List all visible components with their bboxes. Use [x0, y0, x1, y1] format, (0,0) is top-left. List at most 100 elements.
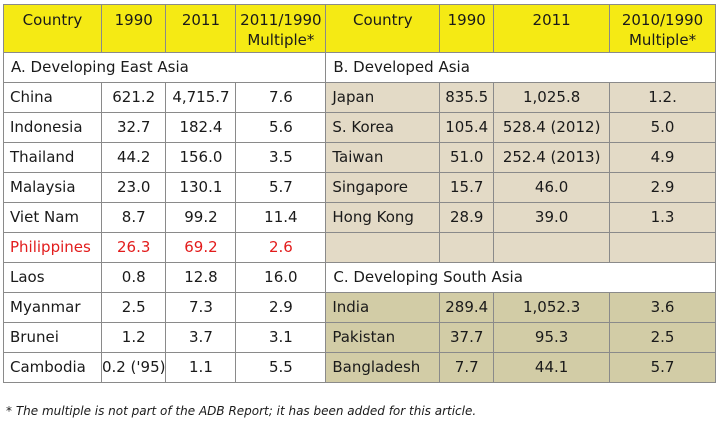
east-asia-1990: 1.2 — [100, 322, 167, 353]
south-asia-1990: 37.7 — [439, 322, 495, 353]
east-asia-multiple: 5.7 — [235, 172, 327, 203]
header-multiple-left: 2011/1990 Multiple* — [235, 4, 327, 53]
developed-asia-multiple: 1.2. — [609, 82, 716, 113]
east-asia-multiple: 11.4 — [235, 202, 327, 233]
south-asia-country: Bangladesh — [325, 352, 441, 383]
gdp-comparison-table: Country 1990 2011 2011/1990 Multiple* Cou… — [2, 4, 716, 383]
developed-asia-2011: 46.0 — [493, 172, 611, 203]
table-row: Laos 0.8 12.8 16.0 C. Developing South Asia — [3, 262, 716, 293]
developed-asia-empty-cell — [439, 232, 495, 263]
south-asia-multiple: 5.7 — [609, 352, 716, 383]
developed-asia-empty-cell — [493, 232, 611, 263]
east-asia-1990: 23.0 — [100, 172, 167, 203]
developed-asia-2011: 39.0 — [493, 202, 611, 233]
header-multiple-left-line1: 2011/1990 — [240, 11, 322, 29]
table-row: Myanmar 2.5 7.3 2.9 India 289.4 1,052.3 3.6 — [3, 292, 716, 323]
east-asia-1990: 44.2 — [100, 142, 167, 173]
east-asia-country: Laos — [3, 262, 102, 293]
south-asia-1990: 7.7 — [439, 352, 495, 383]
east-asia-country: Philippines — [3, 232, 102, 263]
header-multiple-left-line2: Multiple* — [247, 31, 315, 49]
header-country-left: Country — [3, 4, 102, 53]
developed-asia-1990: 835.5 — [439, 82, 495, 113]
east-asia-country: Malaysia — [3, 172, 102, 203]
south-asia-country: India — [325, 292, 441, 323]
east-asia-country: China — [3, 82, 102, 113]
east-asia-multiple: 3.1 — [235, 322, 327, 353]
developed-asia-country: Singapore — [325, 172, 441, 203]
south-asia-country: Pakistan — [325, 322, 441, 353]
developed-asia-multiple: 5.0 — [609, 112, 716, 143]
section-c-title: C. Developing South Asia — [325, 262, 716, 293]
east-asia-1990: 2.5 — [100, 292, 167, 323]
east-asia-2011: 99.2 — [165, 202, 237, 233]
east-asia-multiple: 16.0 — [235, 262, 327, 293]
east-asia-country: Viet Nam — [3, 202, 102, 233]
east-asia-multiple: 3.5 — [235, 142, 327, 173]
east-asia-1990: 0.2 ('95) — [100, 352, 167, 383]
east-asia-2011: 4,715.7 — [165, 82, 237, 113]
developed-asia-2011: 252.4 (2013) — [493, 142, 611, 173]
east-asia-multiple: 7.6 — [235, 82, 327, 113]
south-asia-2011: 95.3 — [493, 322, 611, 353]
east-asia-1990: 621.2 — [100, 82, 167, 113]
footnote: * The multiple is not part of the ADB Re… — [6, 404, 477, 418]
developed-asia-multiple: 1.3 — [609, 202, 716, 233]
east-asia-2011: 7.3 — [165, 292, 237, 323]
east-asia-1990: 32.7 — [100, 112, 167, 143]
table-row: Malaysia 23.0 130.1 5.7 Singapore 15.7 46.0 2.9 — [3, 172, 716, 203]
east-asia-2011: 12.8 — [165, 262, 237, 293]
east-asia-1990: 0.8 — [100, 262, 167, 293]
east-asia-country: Indonesia — [3, 112, 102, 143]
developed-asia-country: S. Korea — [325, 112, 441, 143]
table-row: Viet Nam 8.7 99.2 11.4 Hong Kong 28.9 39.0 1.3 — [3, 202, 716, 233]
east-asia-country: Brunei — [3, 322, 102, 353]
table-row: Philippines 26.3 69.2 2.6 — [3, 232, 716, 263]
developed-asia-1990: 15.7 — [439, 172, 495, 203]
east-asia-2011: 1.1 — [165, 352, 237, 383]
section-b-title: B. Developed Asia — [325, 52, 716, 83]
east-asia-2011: 69.2 — [165, 232, 237, 263]
developed-asia-multiple: 2.9 — [609, 172, 716, 203]
east-asia-multiple: 2.6 — [235, 232, 327, 263]
south-asia-1990: 289.4 — [439, 292, 495, 323]
header-row: Country 1990 2011 2011/1990 Multiple* Cou… — [3, 4, 716, 53]
header-2011-left: 2011 — [165, 4, 237, 53]
header-1990-right: 1990 — [439, 4, 495, 53]
developed-asia-1990: 51.0 — [439, 142, 495, 173]
table-row: China 621.2 4,715.7 7.6 Japan 835.5 1,025.8 1.2… — [3, 82, 716, 113]
east-asia-country: Cambodia — [3, 352, 102, 383]
developed-asia-country: Taiwan — [325, 142, 441, 173]
east-asia-2011: 3.7 — [165, 322, 237, 353]
table-row: Indonesia 32.7 182.4 5.6 S. Korea 105.4 528.4 … — [3, 112, 716, 143]
table-row: Brunei 1.2 3.7 3.1 Pakistan 37.7 95.3 2.5 — [3, 322, 716, 353]
gdp-comparison-table-wrapper: Country 1990 2011 2011/1990 Multiple* Cou… — [2, 4, 716, 383]
table-body: China 621.2 4,715.7 7.6 Japan 835.5 1,025.8 1.2… — [3, 82, 716, 383]
header-multiple-right-line1: 2010/1990 — [621, 11, 704, 29]
south-asia-2011: 44.1 — [493, 352, 611, 383]
developed-asia-empty-cell — [325, 232, 441, 263]
table-row: Thailand 44.2 156.0 3.5 Taiwan 51.0 252.4 (201… — [3, 142, 716, 173]
developed-asia-multiple: 4.9 — [609, 142, 716, 173]
east-asia-multiple: 5.5 — [235, 352, 327, 383]
east-asia-country: Myanmar — [3, 292, 102, 323]
header-multiple-right: 2010/1990 Multiple* — [609, 4, 716, 53]
east-asia-country: Thailand — [3, 142, 102, 173]
header-country-right: Country — [325, 4, 441, 53]
east-asia-1990: 26.3 — [100, 232, 167, 263]
header-1990-left: 1990 — [100, 4, 167, 53]
east-asia-multiple: 5.6 — [235, 112, 327, 143]
developed-asia-empty-cell — [609, 232, 716, 263]
header-2011-right: 2011 — [493, 4, 611, 53]
east-asia-2011: 182.4 — [165, 112, 237, 143]
east-asia-1990: 8.7 — [100, 202, 167, 233]
developed-asia-1990: 28.9 — [439, 202, 495, 233]
table-row: Cambodia 0.2 ('95) 1.1 5.5 Bangladesh 7.7 44.1… — [3, 352, 716, 383]
developed-asia-1990: 105.4 — [439, 112, 495, 143]
section-a-title: A. Developing East Asia — [2, 52, 327, 83]
south-asia-multiple: 3.6 — [609, 292, 716, 323]
east-asia-multiple: 2.9 — [235, 292, 327, 323]
south-asia-2011: 1,052.3 — [493, 292, 611, 323]
developed-asia-country: Japan — [325, 82, 441, 113]
south-asia-multiple: 2.5 — [609, 322, 716, 353]
